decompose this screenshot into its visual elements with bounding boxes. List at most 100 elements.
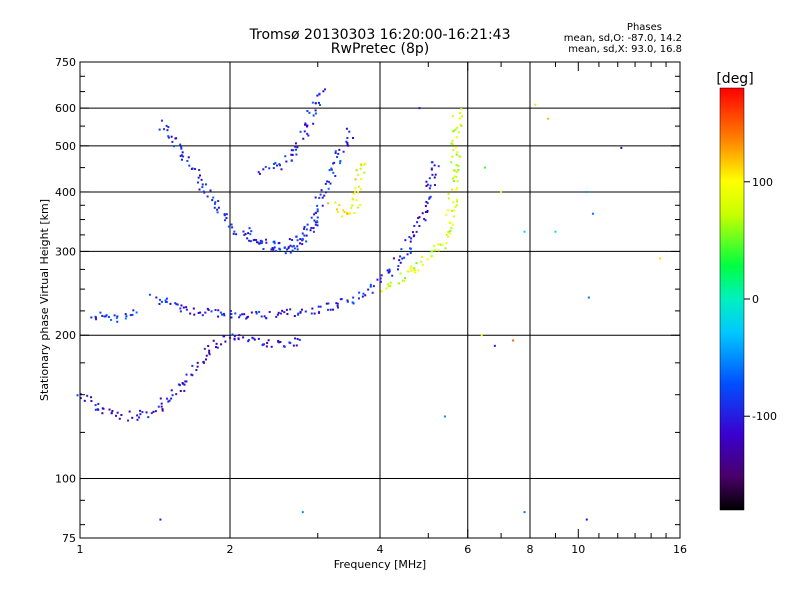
data-point bbox=[409, 267, 412, 270]
data-point bbox=[330, 168, 333, 171]
data-point bbox=[294, 142, 297, 145]
data-point bbox=[295, 153, 298, 156]
data-point bbox=[180, 147, 183, 150]
data-point bbox=[275, 315, 278, 318]
data-point bbox=[587, 296, 590, 299]
data-point bbox=[108, 408, 111, 411]
data-point bbox=[457, 131, 460, 134]
data-point bbox=[326, 180, 329, 183]
data-point bbox=[290, 149, 293, 152]
data-point bbox=[398, 259, 401, 262]
phase-stats-o: mean, sd,O: -87.0, 14.2 bbox=[563, 33, 682, 44]
data-point bbox=[371, 291, 374, 294]
data-point bbox=[200, 178, 203, 181]
data-point bbox=[201, 314, 204, 317]
data-point bbox=[251, 336, 254, 339]
data-point bbox=[115, 414, 118, 417]
data-point bbox=[346, 141, 349, 144]
data-point bbox=[439, 243, 442, 246]
data-point bbox=[333, 161, 336, 164]
data-point bbox=[430, 167, 433, 170]
data-point bbox=[318, 311, 321, 314]
data-point bbox=[244, 233, 247, 236]
data-point bbox=[455, 175, 458, 178]
data-point bbox=[213, 206, 216, 209]
data-point bbox=[453, 215, 456, 218]
data-point bbox=[433, 176, 436, 179]
data-point bbox=[247, 338, 250, 341]
data-point bbox=[235, 233, 238, 236]
data-point bbox=[110, 412, 113, 415]
data-point bbox=[323, 194, 326, 197]
data-point bbox=[381, 290, 384, 293]
data-point bbox=[223, 314, 226, 317]
data-point bbox=[334, 151, 337, 154]
data-point bbox=[455, 164, 458, 167]
data-point bbox=[426, 183, 429, 186]
data-point bbox=[216, 208, 219, 211]
data-point bbox=[297, 313, 300, 316]
data-point bbox=[165, 297, 168, 300]
data-point bbox=[338, 204, 341, 207]
data-point bbox=[352, 302, 355, 305]
data-point bbox=[314, 196, 317, 199]
data-point bbox=[431, 250, 434, 253]
data-point bbox=[230, 223, 233, 226]
data-point bbox=[306, 109, 309, 112]
data-point bbox=[180, 145, 183, 148]
data-point bbox=[452, 130, 455, 133]
data-point bbox=[457, 169, 460, 172]
data-point bbox=[455, 136, 458, 139]
data-point bbox=[431, 173, 434, 176]
colorbar-tick-label: 100 bbox=[752, 176, 773, 189]
data-point bbox=[363, 163, 366, 166]
data-point bbox=[361, 295, 364, 298]
data-point bbox=[90, 400, 93, 403]
data-point bbox=[426, 258, 429, 261]
data-point bbox=[179, 307, 182, 310]
data-point bbox=[180, 158, 183, 161]
data-point bbox=[280, 168, 283, 171]
data-point bbox=[299, 311, 302, 314]
data-point bbox=[180, 304, 183, 307]
data-point bbox=[585, 518, 588, 521]
y-tick-label: 500 bbox=[55, 140, 76, 153]
data-point bbox=[290, 153, 293, 156]
data-point bbox=[160, 402, 163, 405]
data-point bbox=[428, 187, 431, 190]
data-point bbox=[351, 137, 354, 140]
data-point bbox=[430, 168, 433, 171]
data-point bbox=[217, 315, 220, 318]
data-point bbox=[456, 151, 459, 154]
data-point bbox=[320, 189, 323, 192]
data-point bbox=[317, 101, 320, 104]
data-point bbox=[591, 212, 594, 215]
data-point bbox=[411, 231, 414, 234]
data-point bbox=[296, 239, 299, 242]
data-point bbox=[289, 244, 292, 247]
data-point bbox=[170, 389, 173, 392]
data-point bbox=[337, 306, 340, 309]
data-point bbox=[129, 314, 132, 317]
data-point bbox=[452, 169, 455, 172]
data-point bbox=[250, 311, 253, 314]
y-tick-label: 400 bbox=[55, 186, 76, 199]
data-point bbox=[220, 343, 223, 346]
data-point bbox=[434, 173, 437, 176]
data-point bbox=[101, 314, 104, 317]
data-point bbox=[554, 230, 557, 233]
data-point bbox=[76, 394, 79, 397]
data-point bbox=[345, 127, 348, 130]
data-point bbox=[265, 238, 268, 241]
data-point bbox=[430, 161, 433, 164]
data-point bbox=[620, 146, 623, 149]
data-point bbox=[312, 114, 315, 117]
data-point bbox=[305, 228, 308, 231]
data-point bbox=[113, 314, 116, 317]
data-point bbox=[356, 191, 359, 194]
data-point bbox=[191, 374, 194, 377]
data-point bbox=[312, 230, 315, 233]
data-point bbox=[245, 317, 248, 320]
data-point bbox=[138, 416, 141, 419]
